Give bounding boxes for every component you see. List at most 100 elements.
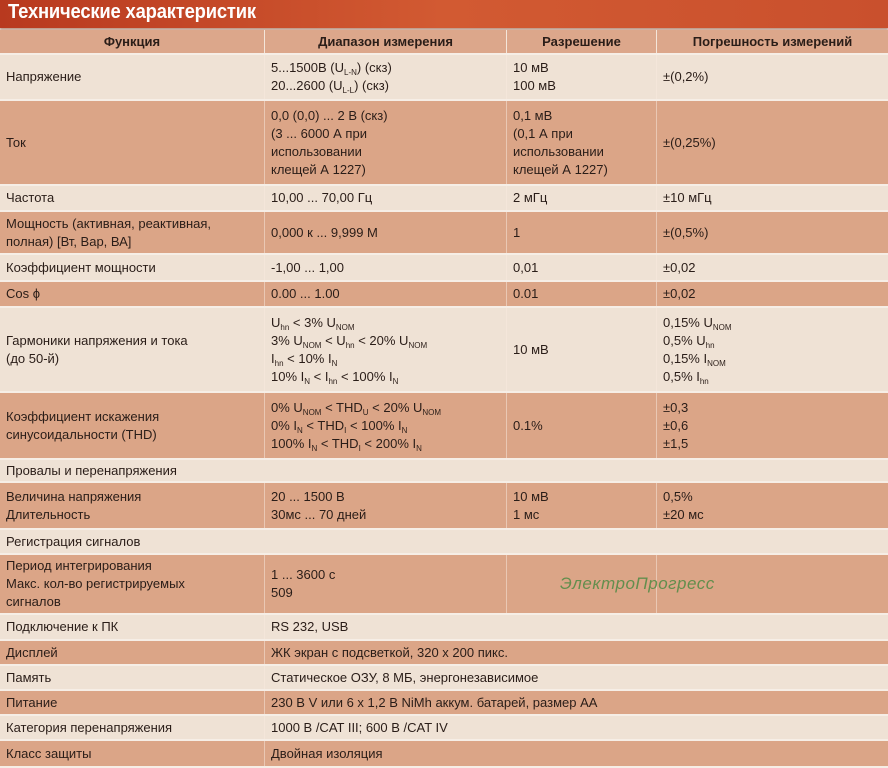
accuracy-cell: ±0,02 (657, 255, 888, 280)
cell-line: 0,5% Uhn (663, 332, 715, 350)
table-row: Величина напряжения Длительность 20 ... 15… (0, 483, 888, 530)
cell-line: ±(0,5%) (663, 224, 709, 240)
subscript: N (304, 376, 311, 386)
accuracy-cell: 0,15% UNOM 0,5% Uhn 0,15% INOM 0,5% Ihn (657, 308, 888, 391)
cell-line: Cos ϕ (6, 286, 41, 301)
cell-line: 10% IN < Ihn < 100% IN (271, 368, 399, 386)
accuracy-cell: ±(0,5%) (657, 212, 888, 253)
range-cell: 10,00 ... 70,00 Гц (265, 186, 507, 210)
function-cell: Период интегрирования Макс. кол-во регист… (0, 555, 265, 613)
table-row: Мощность (активная, реактивная, полная) [… (0, 212, 888, 255)
cell-line: 10 мВ (513, 341, 549, 357)
range-cell: 20 ... 1500 В 30мс ... 70 дней (265, 483, 507, 528)
cell-line: 0,5% Ihn (663, 368, 709, 386)
cell-line: полная) [Вт, Вар, ВА] (6, 233, 132, 249)
cell-line: 20 ... 1500 В (271, 488, 345, 504)
accuracy-cell: 0,5% ±20 мс (657, 483, 888, 528)
cell-line: Ток (6, 134, 26, 150)
cell-line: Напряжение (6, 69, 82, 84)
cell-line: ±0,02 (663, 259, 696, 275)
resolution-cell: 0.1% (507, 393, 657, 458)
cell-line: Гармоники напряжения и тока (6, 332, 188, 348)
range-cell: 5...1500В (UL-N) (скз) 20...2600 (UL-L) (… (265, 55, 507, 99)
cell-line: 10 мВ (513, 488, 549, 504)
subscript: U (362, 407, 369, 417)
value-cell: 230 В V или 6 x 1,2 В NiMh аккум. батаре… (271, 694, 598, 710)
subscript: L-L (342, 86, 355, 95)
cell-line: 3% UNOM < Uhn < 20% UNOM (271, 332, 428, 350)
cell-line: 0.01 (513, 286, 539, 301)
range-cell: Uhn < 3% UNOM 3% UNOM < Uhn < 20% UNOM Ihn… (265, 308, 507, 391)
cell-line: 0.00 ... 1.00 (271, 286, 340, 301)
cell-line: Период интегрирования (6, 558, 152, 573)
cell-line: 5...1500В (UL-N) (скз) (271, 60, 392, 77)
cell-line: 100 мВ (513, 78, 556, 93)
cell-line: 0,000 к ... 9,999 М (271, 224, 378, 240)
function-cell: Класс защиты (0, 741, 265, 766)
cell-line: 10 мВ (513, 60, 549, 75)
function-cell: Дисплей (0, 641, 265, 664)
cell-line: 0% IN < THDI < 100% IN (271, 417, 408, 435)
subscript: NOM (302, 407, 322, 417)
resolution-cell: 10 мВ 100 мВ (507, 55, 657, 99)
resolution-cell: 0,01 (507, 255, 657, 280)
table-row: Частота 10,00 ... 70,00 Гц 2 мГц ±10 мГц (0, 186, 888, 212)
range-cell: -1,00 ... 1,00 (265, 255, 507, 280)
subscript: N (297, 425, 303, 435)
cell-line: 0% UNOM < THDU < 20% UNOM (271, 399, 442, 417)
range-cell: 0,0 (0,0) ... 2 В (скз) (3 ... 6000 А при… (265, 101, 507, 184)
subscript: NOM (422, 407, 442, 417)
section-row: Провалы и перенапряжения (0, 460, 888, 483)
function-cell: Коэффициент искажения синусоидальности (T… (0, 393, 265, 458)
range-cell: 0,000 к ... 9,999 М (265, 212, 507, 253)
cell-line: 0,15% INOM (663, 350, 726, 368)
cell-line: 0,1 мВ (513, 107, 553, 123)
subscript: I (358, 443, 361, 453)
accuracy-cell: ±(0,25%) (657, 101, 888, 184)
subscript: N (331, 358, 338, 368)
cell-line: (3 ... 6000 А при (271, 125, 367, 141)
cell-line: 0,15% UNOM (663, 314, 732, 332)
function-cell: Величина напряжения Длительность (0, 483, 265, 528)
cell-line: 0,01 (513, 259, 539, 275)
cell-line: (0,1 А при (513, 125, 573, 141)
table-row: Дисплей ЖК экран с подсветкой, 320 x 200 … (0, 641, 888, 666)
subscript: L-N (344, 68, 357, 77)
table-row: Коэффициент мощности -1,00 ... 1,00 0,01 ±0… (0, 255, 888, 282)
table-row: Напряжение 5...1500В (UL-N) (скз) 20...260… (0, 55, 888, 101)
column-header: Диапазон измерения (265, 30, 507, 53)
function-cell: Cos ϕ (0, 282, 265, 306)
cell-line: сигналов (6, 594, 61, 609)
range-cell: 0% UNOM < THDU < 20% UNOM 0% IN < THDI < … (265, 393, 507, 458)
resolution-cell (507, 555, 657, 613)
cell-line: 20...2600 (UL-L) (скз) (271, 78, 390, 95)
subscript: NOM (335, 322, 355, 332)
resolution-cell: 10 мВ 1 мс (507, 483, 657, 528)
function-cell: Гармоники напряжения и тока (до 50-й) (0, 308, 265, 391)
cell-line: синусоидальности (THD) (6, 426, 157, 442)
accuracy-cell: ±0,02 (657, 282, 888, 306)
value-cell: RS 232, USB (271, 619, 349, 634)
cell-line: Uhn < 3% UNOM (271, 314, 355, 332)
table-row: Класс защиты Двойная изоляция (0, 741, 888, 768)
cell-line: 509 (271, 585, 293, 600)
section-row: Регистрация сигналов (0, 530, 888, 555)
subscript: hn (274, 358, 284, 368)
range-cell: 1 ... 3600 с 509 (265, 555, 507, 613)
function-cell: Мощность (активная, реактивная, полная) [… (0, 212, 265, 253)
cell-line: Макс. кол-во регистрируемых (6, 576, 185, 591)
subscript: hn (705, 340, 715, 350)
cell-line: 1 ... 3600 с (271, 567, 336, 582)
subscript: N (392, 376, 399, 386)
cell-line: Длительность (6, 506, 91, 522)
column-header: Разрешение (507, 30, 657, 53)
page-title: Технические характеристик (8, 1, 256, 23)
title-bar: Технические характеристик (0, 0, 888, 28)
table-row: Ток 0,0 (0,0) ... 2 В (скз) (3 ... 6000 А … (0, 101, 888, 186)
cell-line: ±0,3 (663, 399, 689, 415)
cell-line: 30мс ... 70 дней (271, 506, 367, 522)
cell-line: Величина напряжения (6, 488, 142, 504)
subscript: NOM (302, 340, 322, 350)
range-cell: 0.00 ... 1.00 (265, 282, 507, 306)
cell-line: клещей А 1227) (513, 161, 608, 177)
